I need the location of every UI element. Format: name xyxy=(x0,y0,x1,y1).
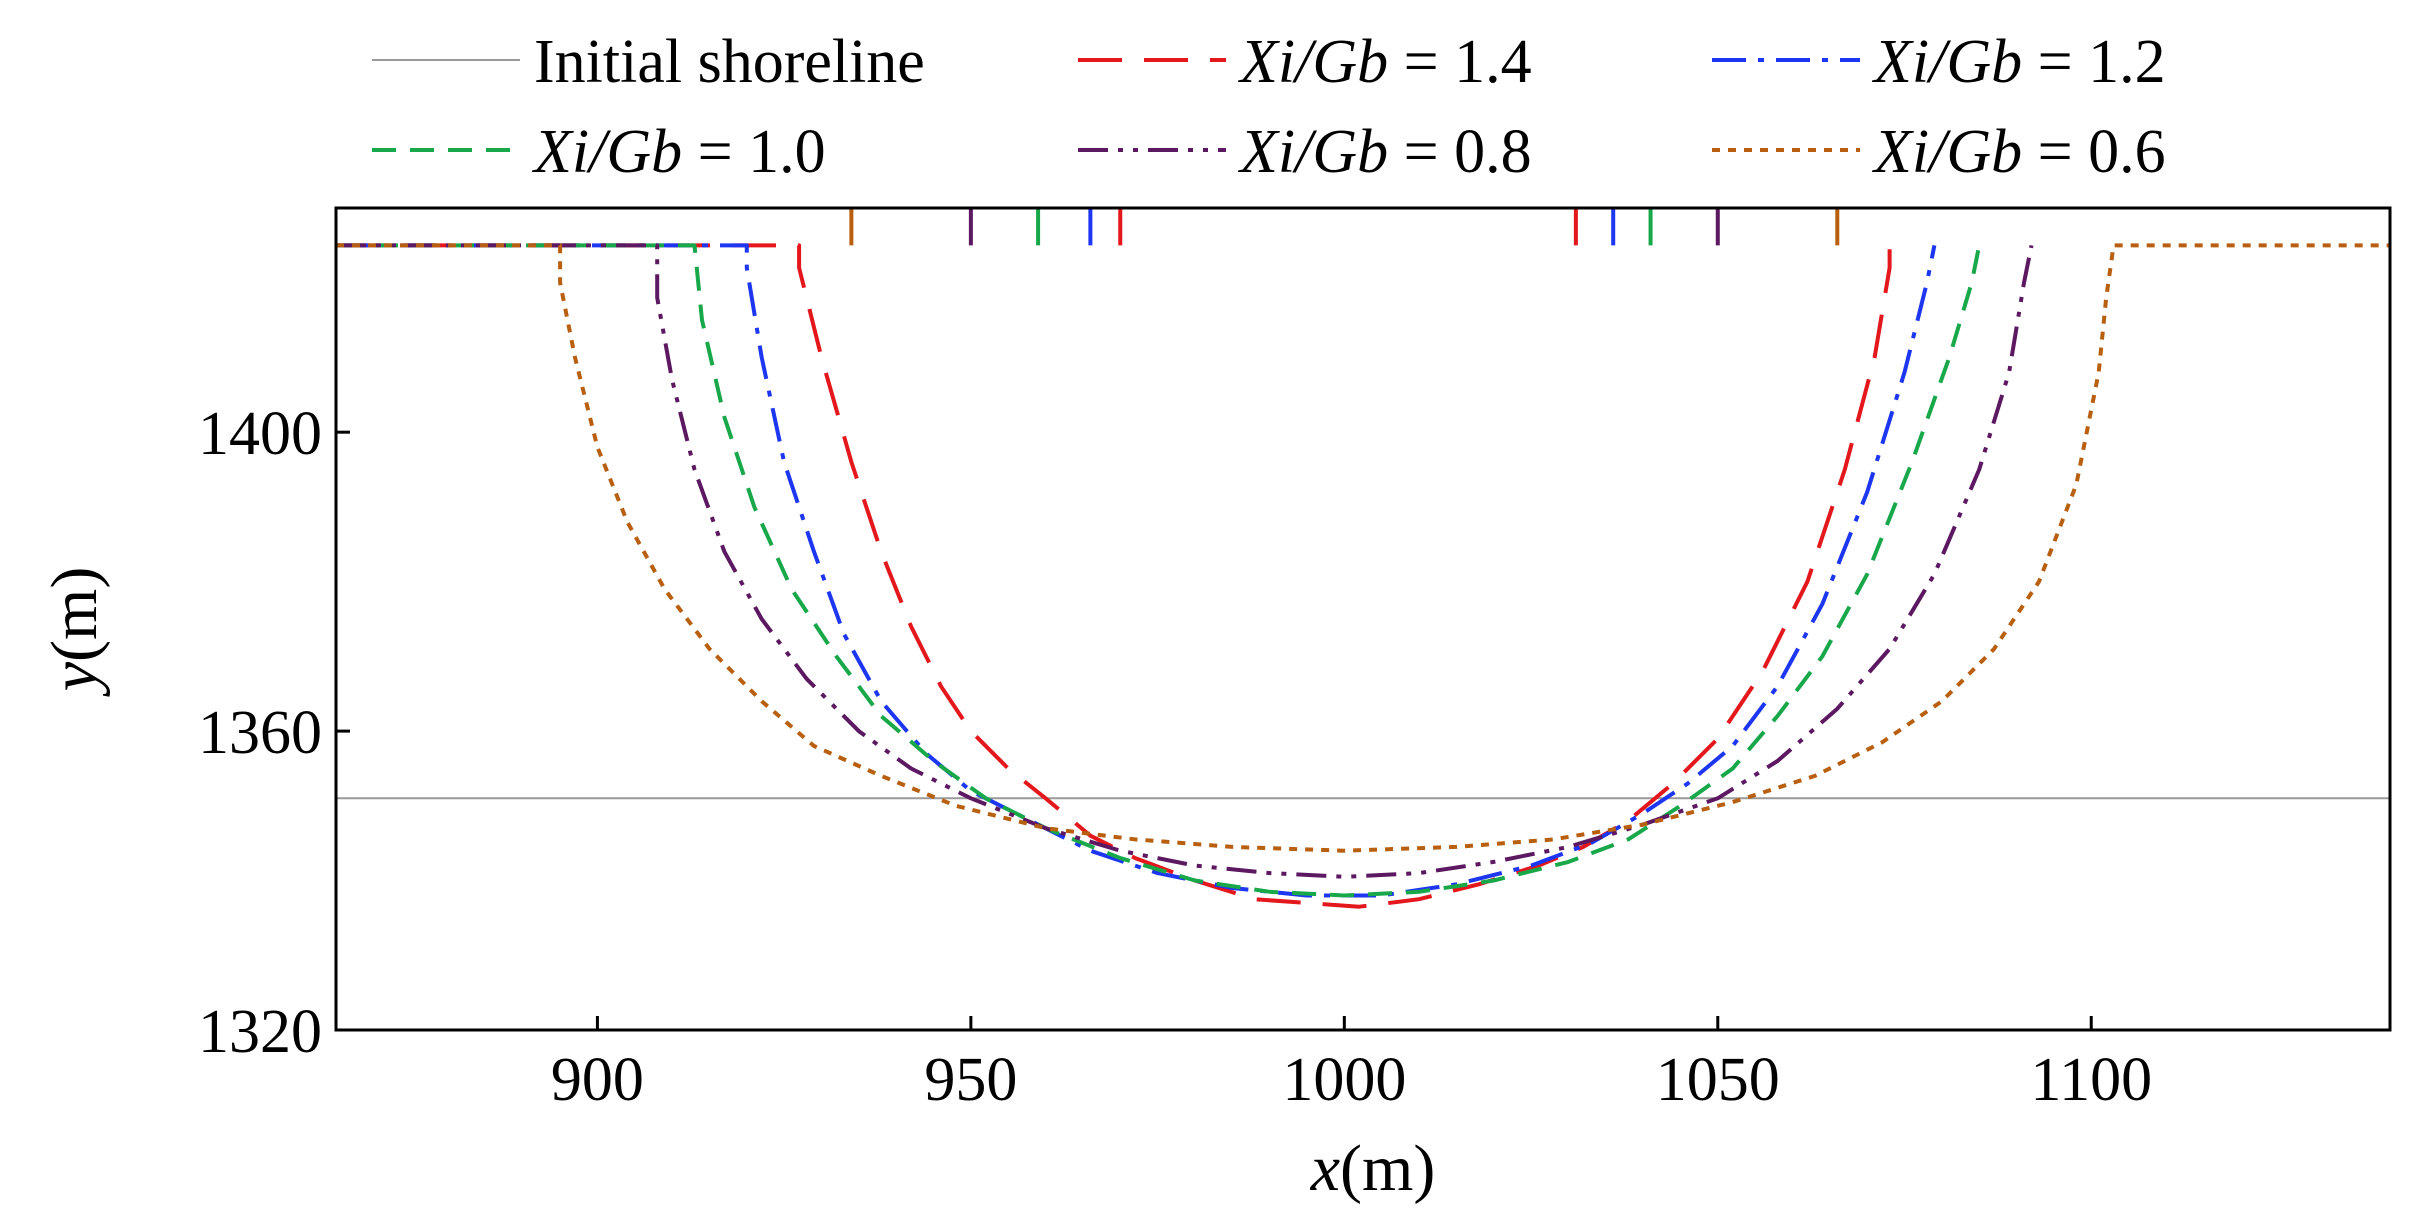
legend-label: Xi/Gb = 0.8 xyxy=(1237,118,1532,186)
legend-item-xi-gb-1-0: Xi/Gb = 1.0 xyxy=(372,118,826,186)
y-tick-label: 1400 xyxy=(198,400,322,468)
x-tick-label: 950 xyxy=(924,1046,1017,1114)
x-tick-label: 900 xyxy=(551,1046,644,1114)
legend: Initial shoreline Xi/Gb = 1.4 Xi/Gb = 1.2 X… xyxy=(372,28,2166,186)
x-tick-label: 1100 xyxy=(2030,1046,2152,1114)
groin-outline-xi-gb-0-8 xyxy=(968,208,1720,246)
series-line-xi-gb-0-6 xyxy=(336,243,2390,853)
groin-outline-xi-gb-0-6 xyxy=(849,208,1840,246)
x-tick-label: 1050 xyxy=(1656,1046,1780,1114)
legend-item-xi-gb-1-2: Xi/Gb = 1.2 xyxy=(1712,28,2166,96)
legend-label: Initial shoreline xyxy=(534,28,925,96)
x-axis-label: x(m) xyxy=(1310,1132,1436,1205)
x-tick-label: 1000 xyxy=(1282,1046,1406,1114)
legend-item-xi-gb-0-6: Xi/Gb = 0.6 xyxy=(1712,118,2166,186)
plot-area xyxy=(336,208,2390,909)
series-line-xi-gb-1-0 xyxy=(336,243,1982,898)
legend-label: Xi/Gb = 1.2 xyxy=(1871,28,2166,96)
y-axis-label: y(m) xyxy=(38,567,111,698)
legend-item-xi-gb-1-4: Xi/Gb = 1.4 xyxy=(1078,28,1532,96)
y-tick-label: 1360 xyxy=(198,699,322,767)
legend-label: Xi/Gb = 0.6 xyxy=(1871,118,2166,186)
groin-outline-xi-gb-1-4 xyxy=(1118,208,1578,246)
y-tick-label: 1320 xyxy=(198,998,322,1066)
groin-outline-xi-gb-1-0 xyxy=(1036,208,1653,246)
legend-label: Xi/Gb = 1.0 xyxy=(531,118,826,186)
series-line-xi-gb-0-8 xyxy=(336,243,2034,879)
legend-item-initial-shoreline: Initial shoreline xyxy=(372,28,925,96)
legend-label: Xi/Gb = 1.4 xyxy=(1237,28,1532,96)
series-line-xi-gb-1-4 xyxy=(336,243,1892,909)
axes: 900 950 1000 1050 1100 1320 1360 1400 x(m) y(m) xyxy=(38,206,2392,1205)
legend-item-xi-gb-0-8: Xi/Gb = 0.8 xyxy=(1078,118,1532,186)
groin-outline-xi-gb-1-2 xyxy=(1088,208,1616,246)
plot-frame xyxy=(334,206,2392,1032)
